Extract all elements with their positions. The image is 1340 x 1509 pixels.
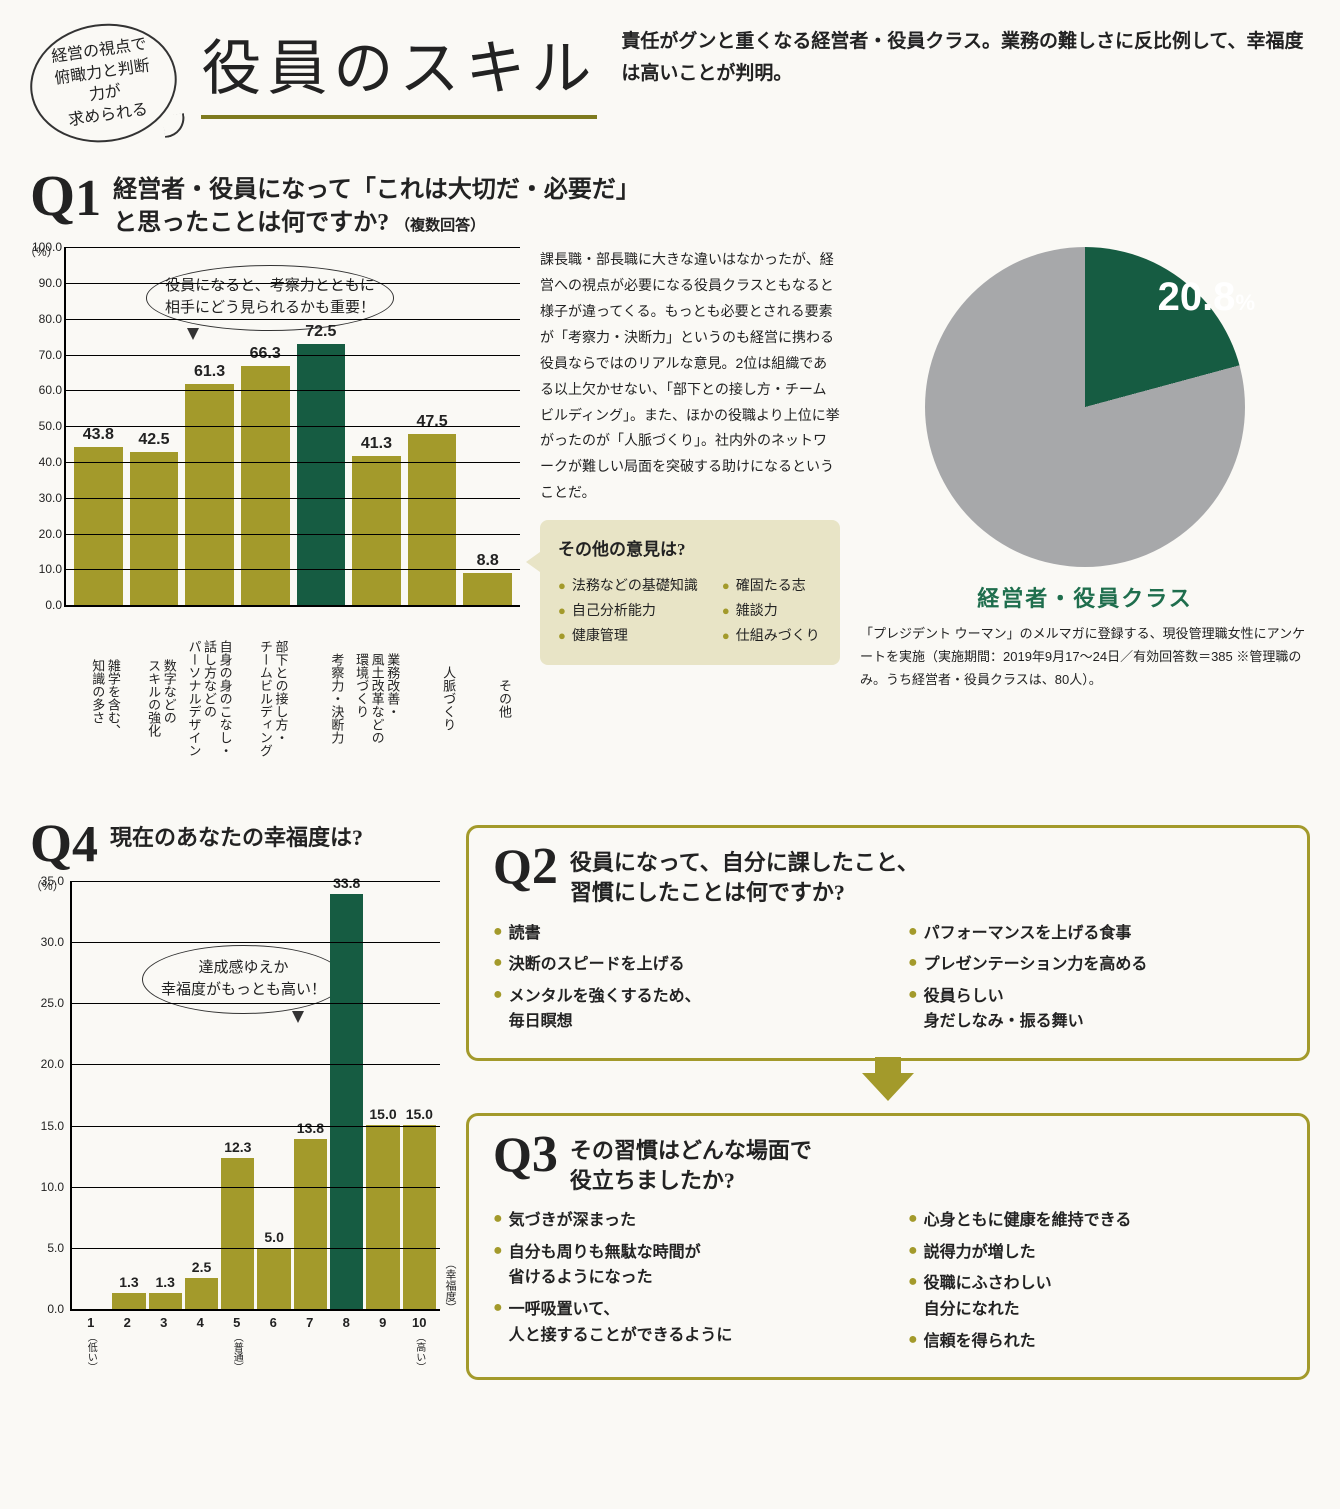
q2-label: Q2	[493, 844, 558, 891]
q2-q3-column: Q2 役員になって、自分に課したこと、習慣にしたことは何ですか? ●読書●決断の…	[466, 819, 1310, 1380]
q1-other-title: その他の意見は?	[558, 534, 822, 565]
list-item: ●自己分析能力	[558, 599, 698, 624]
list-item: ●健康管理	[558, 624, 698, 649]
bar: 33.8	[330, 875, 363, 1309]
bar: 13.8	[294, 1120, 327, 1309]
q1-pie-chart: 20.8%	[925, 247, 1245, 567]
arrow-down-icon	[862, 1073, 914, 1101]
bar: 15.0	[366, 1106, 399, 1309]
bar: 66.3	[241, 345, 290, 605]
bar: 41.3	[352, 435, 401, 605]
q1-survey-note: 「プレジデント ウーマン」のメルマガに登録する、現役管理職女性にアンケートを実施…	[860, 623, 1310, 691]
list-item: ●読書	[493, 918, 868, 950]
bar: 12.3	[221, 1139, 254, 1309]
q1-pie-caption: 経営者・役員クラス	[860, 581, 1310, 613]
list-item: ●確固たる志	[722, 574, 820, 599]
q1-right-column: 20.8% 経営者・役員クラス 「プレジデント ウーマン」のメルマガに登録する、…	[860, 247, 1310, 783]
q2-question: 役員になって、自分に課したこと、習慣にしたことは何ですか?	[570, 844, 919, 907]
q4-bar-chart: （%） 達成感ゆえか幸福度がもっとも高い！ 1.31.32.512.35.013…	[30, 881, 440, 1372]
bar: 72.5	[297, 323, 346, 605]
list-item: ●決断のスピードを上げる	[493, 949, 868, 981]
list-item: ●一呼吸置いて、人と接することができるように	[493, 1294, 868, 1351]
list-item: ●説得力が増した	[908, 1237, 1283, 1269]
q1-center-column: 課長職・部長職に大きな違いはなかったが、経営への視点が必要になる役員クラスともな…	[540, 247, 840, 783]
list-item: ●役員らしい身だしなみ・振る舞い	[908, 981, 1283, 1038]
header-bubble: 経営の視点で俯瞰力と判断力が求められる	[22, 14, 184, 152]
bar: 5.0	[257, 1229, 290, 1309]
bar	[76, 1306, 109, 1309]
list-item: ●気づきが深まった	[493, 1205, 868, 1237]
list-item: ●心身ともに健康を維持できる	[908, 1205, 1283, 1237]
q4-axis-title: （幸福度）	[442, 1258, 458, 1313]
q1-section: Q1 経営者・役員になって「これは大切だ・必要だ」と思ったことは何ですか? （複…	[30, 170, 1310, 783]
header: 経営の視点で俯瞰力と判断力が求められる 役員のスキル 責任がグンと重くなる経営者…	[30, 20, 1310, 142]
list-item: ●プレゼンテーション力を高める	[908, 949, 1283, 981]
q3-label: Q3	[493, 1132, 558, 1179]
bar: 15.0	[403, 1106, 436, 1309]
bar: 8.8	[463, 552, 512, 605]
bar: 42.5	[130, 431, 179, 605]
bar: 47.5	[408, 413, 457, 605]
q1-bar-chart: （%） 役員になると、考察力とともに相手にどう見られるかも重要！ 43.842.…	[30, 247, 520, 783]
q1-pie-value: 20.8%	[1158, 275, 1255, 320]
list-item: ●仕組みづくり	[722, 624, 820, 649]
bar: 1.3	[149, 1274, 182, 1309]
header-lead: 責任がグンと重くなる経営者・役員クラス。業務の難しさに反比例して、幸福度は高いこ…	[621, 20, 1310, 91]
bar: 1.3	[112, 1274, 145, 1309]
q2-box: Q2 役員になって、自分に課したこと、習慣にしたことは何ですか? ●読書●決断の…	[466, 825, 1310, 1061]
q1-paragraph: 課長職・部長職に大きな違いはなかったが、経営への視点が必要になる役員クラスともな…	[540, 247, 840, 506]
page-title: 役員のスキル	[201, 20, 597, 119]
list-item: ●雑談力	[722, 599, 820, 624]
list-item: ●役職にふさわしい自分になれた	[908, 1268, 1283, 1325]
list-item: ●信頼を得られた	[908, 1326, 1283, 1358]
q4-section: Q4 現在のあなたの幸福度は? （%） 達成感ゆえか幸福度がもっとも高い！ 1.…	[30, 819, 440, 1372]
list-item: ●パフォーマンスを上げる食事	[908, 918, 1283, 950]
q1-question: 経営者・役員になって「これは大切だ・必要だ」と思ったことは何ですか? （複数回答…	[113, 170, 640, 239]
q4-label: Q4	[30, 819, 98, 869]
bar: 43.8	[74, 426, 123, 605]
list-item: ●メンタルを強くするため、毎日瞑想	[493, 981, 868, 1038]
list-item: ●法務などの基礎知識	[558, 574, 698, 599]
q3-box: Q3 その習慣はどんな場面で役立ちましたか? ●気づきが深まった●自分も周りも無…	[466, 1113, 1310, 1380]
list-item: ●自分も周りも無駄な時間が省けるようになった	[493, 1237, 868, 1294]
q3-question: その習慣はどんな場面で役立ちましたか?	[570, 1132, 812, 1195]
q1-other-opinions-box: その他の意見は? ●法務などの基礎知識●自己分析能力●健康管理 ●確固たる志●雑…	[540, 520, 840, 665]
q1-label: Q1	[30, 170, 101, 223]
bar: 2.5	[185, 1259, 218, 1309]
q4-question: 現在のあなたの幸福度は?	[110, 819, 363, 853]
